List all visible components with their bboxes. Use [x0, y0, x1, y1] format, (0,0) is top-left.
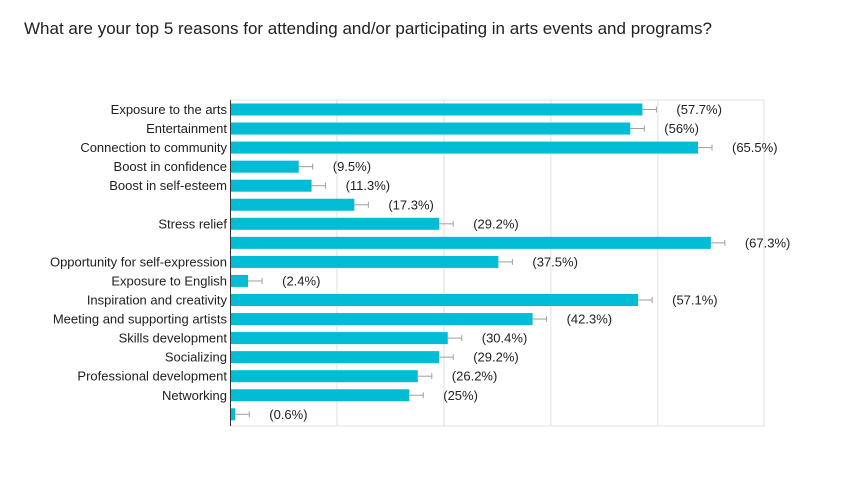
data-label: (29.2%)	[473, 216, 519, 231]
data-label: (9.5%)	[333, 159, 371, 174]
category-label: Exposure to the arts	[111, 102, 228, 117]
bar	[231, 160, 299, 173]
data-label: (11.3%)	[346, 178, 391, 193]
bar	[231, 294, 639, 306]
bar	[231, 389, 410, 402]
data-label: (67.3%)	[745, 235, 791, 250]
data-label: (2.4%)	[282, 273, 320, 288]
category-label: Professional development	[77, 369, 227, 384]
chart-title: What are your top 5 reasons for attendin…	[24, 19, 712, 38]
data-label: (65.5%)	[732, 140, 778, 155]
data-label: (42.3%)	[567, 312, 613, 327]
bar	[231, 332, 448, 345]
category-label: Boost in self-esteem	[109, 178, 227, 193]
category-label: Opportunity for self-expression	[50, 254, 227, 269]
bar	[231, 198, 355, 211]
bar	[231, 408, 236, 421]
bar	[231, 103, 643, 116]
bar	[231, 236, 711, 249]
bar	[231, 351, 440, 364]
category-label: Meeting and supporting artists	[53, 312, 228, 327]
category-label: Inspiration and creativity	[87, 293, 228, 308]
data-label: (26.2%)	[452, 369, 498, 384]
data-label: (57.1%)	[672, 293, 718, 308]
category-label: Networking	[162, 388, 227, 403]
bar	[231, 274, 249, 287]
bar	[231, 179, 312, 192]
category-label: Entertainment	[146, 121, 227, 136]
category-label: Stress relief	[158, 216, 227, 231]
bar	[231, 141, 699, 154]
data-label: (37.5%)	[532, 254, 578, 269]
data-label: (56%)	[664, 121, 699, 136]
data-label: (17.3%)	[388, 197, 434, 212]
bar	[231, 255, 499, 268]
bar	[231, 313, 533, 326]
bar	[231, 217, 440, 230]
data-label: (25%)	[443, 388, 478, 403]
data-label: (57.7%)	[676, 102, 722, 117]
bar	[231, 370, 418, 383]
data-label: (29.2%)	[473, 350, 519, 365]
category-label: Connection to community	[80, 140, 227, 155]
category-label: Socializing	[165, 350, 227, 365]
category-label: Skills development	[119, 331, 228, 346]
data-label: (30.4%)	[482, 331, 528, 346]
bar	[231, 122, 631, 135]
data-label: (0.6%)	[269, 407, 307, 422]
category-label: Boost in confidence	[114, 159, 227, 174]
category-label: Exposure to English	[111, 273, 227, 288]
